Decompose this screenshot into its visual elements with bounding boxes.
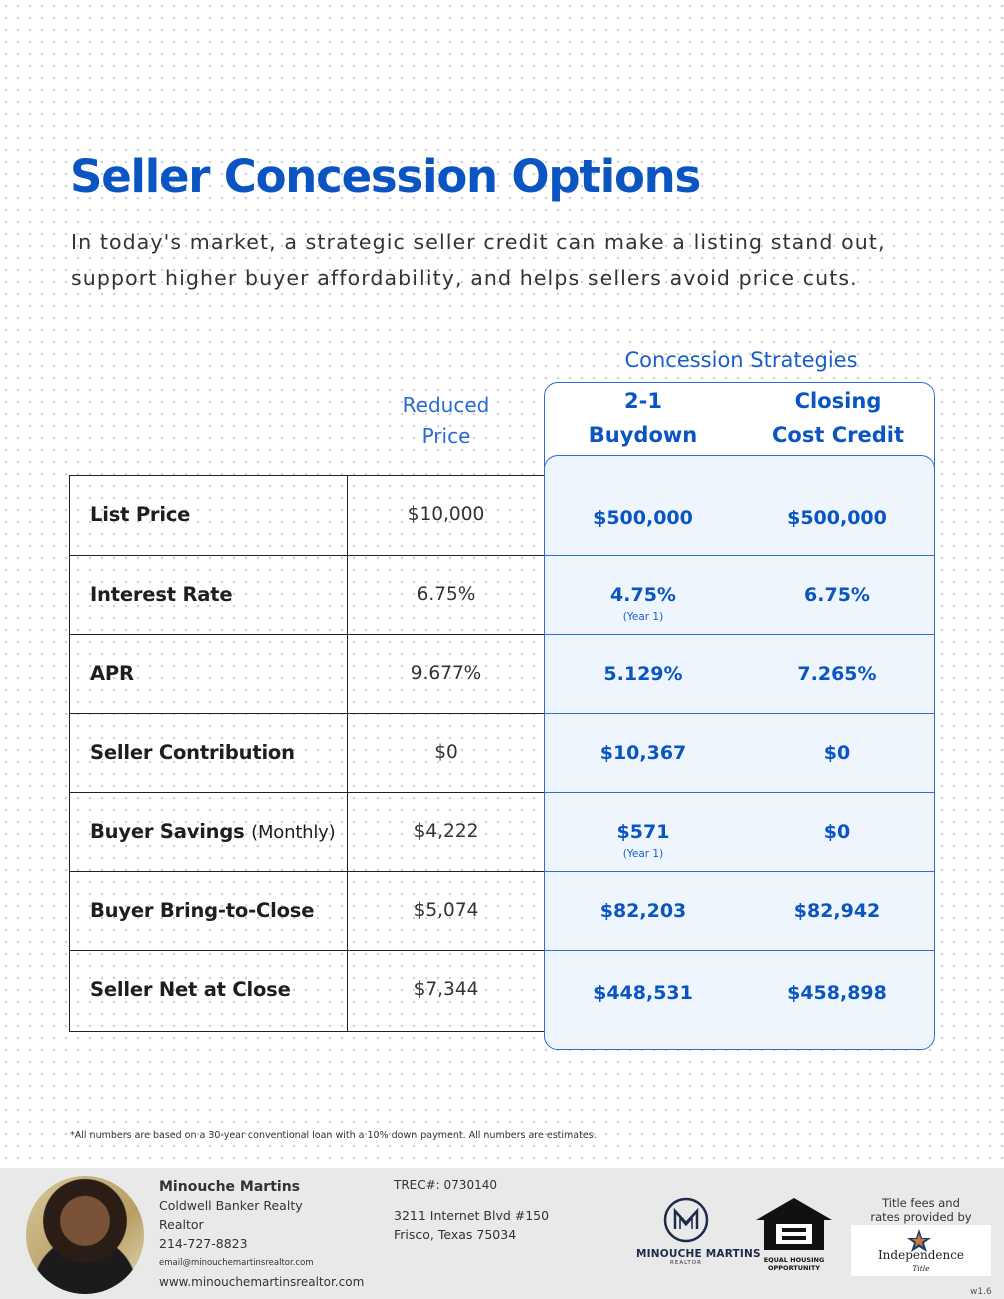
panel-row-divider — [545, 634, 934, 635]
disclaimer: *All numbers are based on a 30-year conv… — [70, 1130, 597, 1141]
equal-housing-logo: EQUAL HOUSING OPPORTUNITY — [752, 1196, 836, 1272]
cell-credit-buyer-bring-to-close: $82,942 — [793, 900, 881, 922]
panel-row-divider — [545, 713, 934, 714]
intro-line-1: In today's market, a strategic seller cr… — [71, 230, 886, 254]
cell-reduced-buyer-bring-to-close: $5,074 — [413, 900, 479, 921]
buydown-header-line-2: Buydown — [588, 423, 698, 447]
independence-title-logo — [851, 1225, 991, 1276]
agent-email[interactable]: email@minouchemartinsrealtor.com — [159, 1258, 314, 1268]
address-line-1: 3211 Internet Blvd #150 — [394, 1208, 550, 1223]
agent-photo — [26, 1176, 144, 1294]
cell-credit-apr: 7.265% — [797, 663, 877, 685]
panel-row-divider — [545, 792, 934, 793]
buyer-savings-label: Buyer Savings — [90, 820, 245, 843]
agent-name: Minouche Martins — [159, 1179, 300, 1195]
row-label-buyer-bring-to-close: Buyer Bring-to-Close — [90, 899, 315, 922]
buyer-savings-suffix: (Monthly) — [251, 822, 336, 843]
reduced-price-header: Reduced Price — [348, 390, 544, 452]
address-line-2: Frisco, Texas 75034 — [394, 1227, 517, 1242]
agent-phone[interactable]: 214-727-8823 — [159, 1236, 248, 1251]
cell-reduced-seller-net: $7,344 — [413, 979, 479, 1000]
title-company-name: Independence — [877, 1248, 965, 1262]
cell-credit-buyer-savings: $0 — [823, 821, 851, 843]
equal-housing-icon — [756, 1198, 832, 1250]
credit-header-line-1: Closing — [794, 389, 882, 413]
intro-line-2: support higher buyer affordability, and … — [71, 266, 858, 290]
cell-buydown-seller-contribution: $10,367 — [599, 742, 687, 764]
cell-credit-seller-contribution: $0 — [823, 742, 851, 764]
row-label-apr: APR — [90, 662, 134, 685]
row-divider — [69, 555, 545, 556]
intro-text: In today's market, a strategic seller cr… — [71, 224, 971, 296]
minouche-martins-logo: MINOUCHE MARTINS REALTOR — [636, 1196, 761, 1266]
credit-header-line-2: Cost Credit — [772, 423, 904, 447]
agent-company: Coldwell Banker Realty — [159, 1198, 303, 1213]
footer — [0, 1168, 1004, 1299]
agent-role: Realtor — [159, 1217, 204, 1232]
table-column-divider — [347, 475, 348, 1032]
panel-row-divider — [545, 555, 934, 556]
logo-subtitle: REALTOR — [670, 1260, 702, 1266]
cell-reduced-apr: 9.677% — [410, 663, 482, 684]
trec-number: TREC#: 0730140 — [394, 1178, 497, 1192]
cell-buydown-list-price: $500,000 — [593, 507, 693, 529]
title-company-sub: Title — [912, 1264, 930, 1273]
agent-website[interactable]: www.minouchemartinsrealtor.com — [159, 1275, 365, 1289]
row-label-seller-net: Seller Net at Close — [90, 978, 291, 1001]
reduced-header-line-1: Reduced — [402, 393, 490, 417]
cell-reduced-list-price: $10,000 — [407, 504, 485, 525]
logo-title: MINOUCHE MARTINS — [636, 1248, 761, 1260]
strategies-caption: Concession Strategies — [624, 348, 858, 372]
row-label-interest-rate: Interest Rate — [90, 583, 233, 606]
buydown-header: 2-1 Buydown — [545, 384, 741, 452]
title-fees-line-1: Title fees and — [882, 1196, 960, 1210]
cell-reduced-interest-rate: 6.75% — [416, 584, 476, 605]
cell-buydown-buyer-bring-to-close: $82,203 — [599, 900, 687, 922]
row-divider — [69, 634, 545, 635]
row-divider — [69, 792, 545, 793]
cell-credit-seller-net: $458,898 — [787, 982, 887, 1004]
reduced-header-line-2: Price — [421, 424, 471, 448]
eho-line-2: OPPORTUNITY — [767, 1264, 820, 1272]
closing-credit-header: Closing Cost Credit — [740, 384, 936, 452]
row-divider — [69, 713, 545, 714]
buydown-header-line-1: 2-1 — [624, 389, 662, 413]
year1-note: (Year 1) — [622, 611, 664, 623]
cell-reduced-seller-contribution: $0 — [434, 742, 458, 763]
year1-note: (Year 1) — [622, 848, 664, 860]
eho-line-1: EQUAL HOUSING — [763, 1256, 825, 1264]
cell-buydown-seller-net: $448,531 — [593, 982, 693, 1004]
cell-buydown-apr: 5.129% — [603, 663, 683, 685]
cell-credit-list-price: $500,000 — [787, 507, 887, 529]
row-label-buyer-savings: Buyer Savings (Monthly) — [90, 820, 336, 843]
panel-row-divider — [545, 871, 934, 872]
panel-row-divider — [545, 950, 934, 951]
cell-buydown-buyer-savings: $571 — [616, 821, 670, 843]
row-label-seller-contribution: Seller Contribution — [90, 741, 295, 764]
mm-monogram-icon — [663, 1197, 709, 1243]
row-divider — [69, 950, 545, 951]
star-icon — [907, 1229, 931, 1252]
title-fees-line-2: rates provided by — [870, 1210, 972, 1224]
cell-credit-interest-rate: 6.75% — [804, 584, 870, 606]
cell-buydown-interest-rate: 4.75% — [610, 584, 676, 606]
page-title: Seller Concession Options — [70, 150, 701, 203]
version-label: w1.6 — [970, 1287, 992, 1297]
cell-reduced-buyer-savings: $4,222 — [413, 821, 479, 842]
row-divider — [69, 871, 545, 872]
row-label-list-price: List Price — [90, 503, 191, 526]
title-fees-caption: Title fees and rates provided by — [856, 1196, 986, 1224]
